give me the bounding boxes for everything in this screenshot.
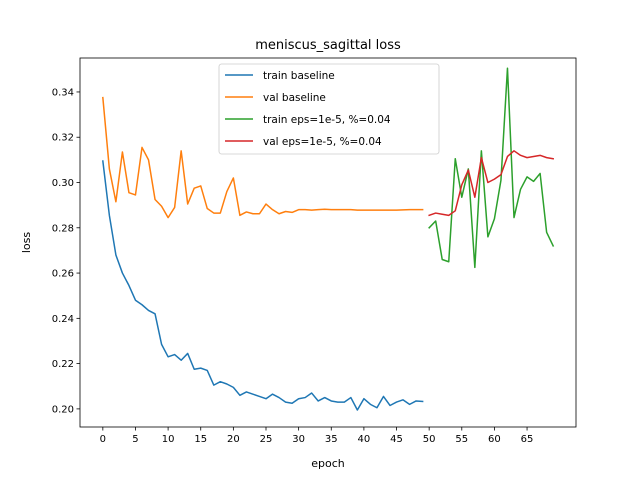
legend-box — [218, 63, 440, 155]
series-line-3 — [428, 67, 555, 269]
series-line-1 — [102, 160, 424, 411]
series-line-4 — [428, 150, 555, 217]
y-tick-label: 0.22 — [52, 359, 74, 370]
x-tick-label: 65 — [521, 434, 534, 445]
x-tick-label: 40 — [358, 434, 371, 445]
legend-label-2: val baseline — [263, 92, 326, 104]
x-axis-label: epoch — [311, 457, 345, 470]
series-line-2 — [102, 96, 424, 219]
y-tick-label: 0.34 — [52, 87, 74, 98]
y-tick-label: 0.26 — [52, 269, 74, 280]
x-tick-label: 0 — [100, 434, 106, 445]
x-tick-label: 35 — [325, 434, 338, 445]
x-tick-label: 50 — [423, 434, 436, 445]
plot-frame — [79, 57, 577, 428]
y-tick-label: 0.24 — [52, 314, 74, 325]
series-layer — [102, 67, 555, 411]
x-tick-label: 55 — [455, 434, 468, 445]
x-tick-label: 45 — [390, 434, 403, 445]
y-tick-label: 0.20 — [52, 404, 74, 415]
y-axis-label: loss — [20, 232, 33, 254]
legend-label-1: train baseline — [263, 70, 335, 82]
x-tick-label: 60 — [488, 434, 501, 445]
x-tick-label: 25 — [260, 434, 273, 445]
y-tick-label: 0.28 — [52, 223, 74, 234]
legend-label-3: train eps=1e-5, %=0.04 — [263, 114, 391, 126]
x-tick-label: 30 — [292, 434, 305, 445]
x-tick-label: 10 — [162, 434, 175, 445]
ticks-layer: 0 5 10 15 20 25 30 35 40 45 50 55 60 65 0.20 0.22 0.24 0.… — [52, 87, 534, 445]
y-tick-label: 0.32 — [52, 133, 74, 144]
chart-title: meniscus_sagittal loss — [255, 38, 401, 53]
x-tick-label: 15 — [194, 434, 207, 445]
legend-label-4: val eps=1e-5, %=0.04 — [263, 136, 382, 148]
x-tick-label: 20 — [227, 434, 240, 445]
legend: train baseline val baseline train eps=1e-5… — [218, 63, 440, 155]
x-tick-label: 5 — [132, 434, 138, 445]
y-tick-label: 0.30 — [52, 178, 74, 189]
